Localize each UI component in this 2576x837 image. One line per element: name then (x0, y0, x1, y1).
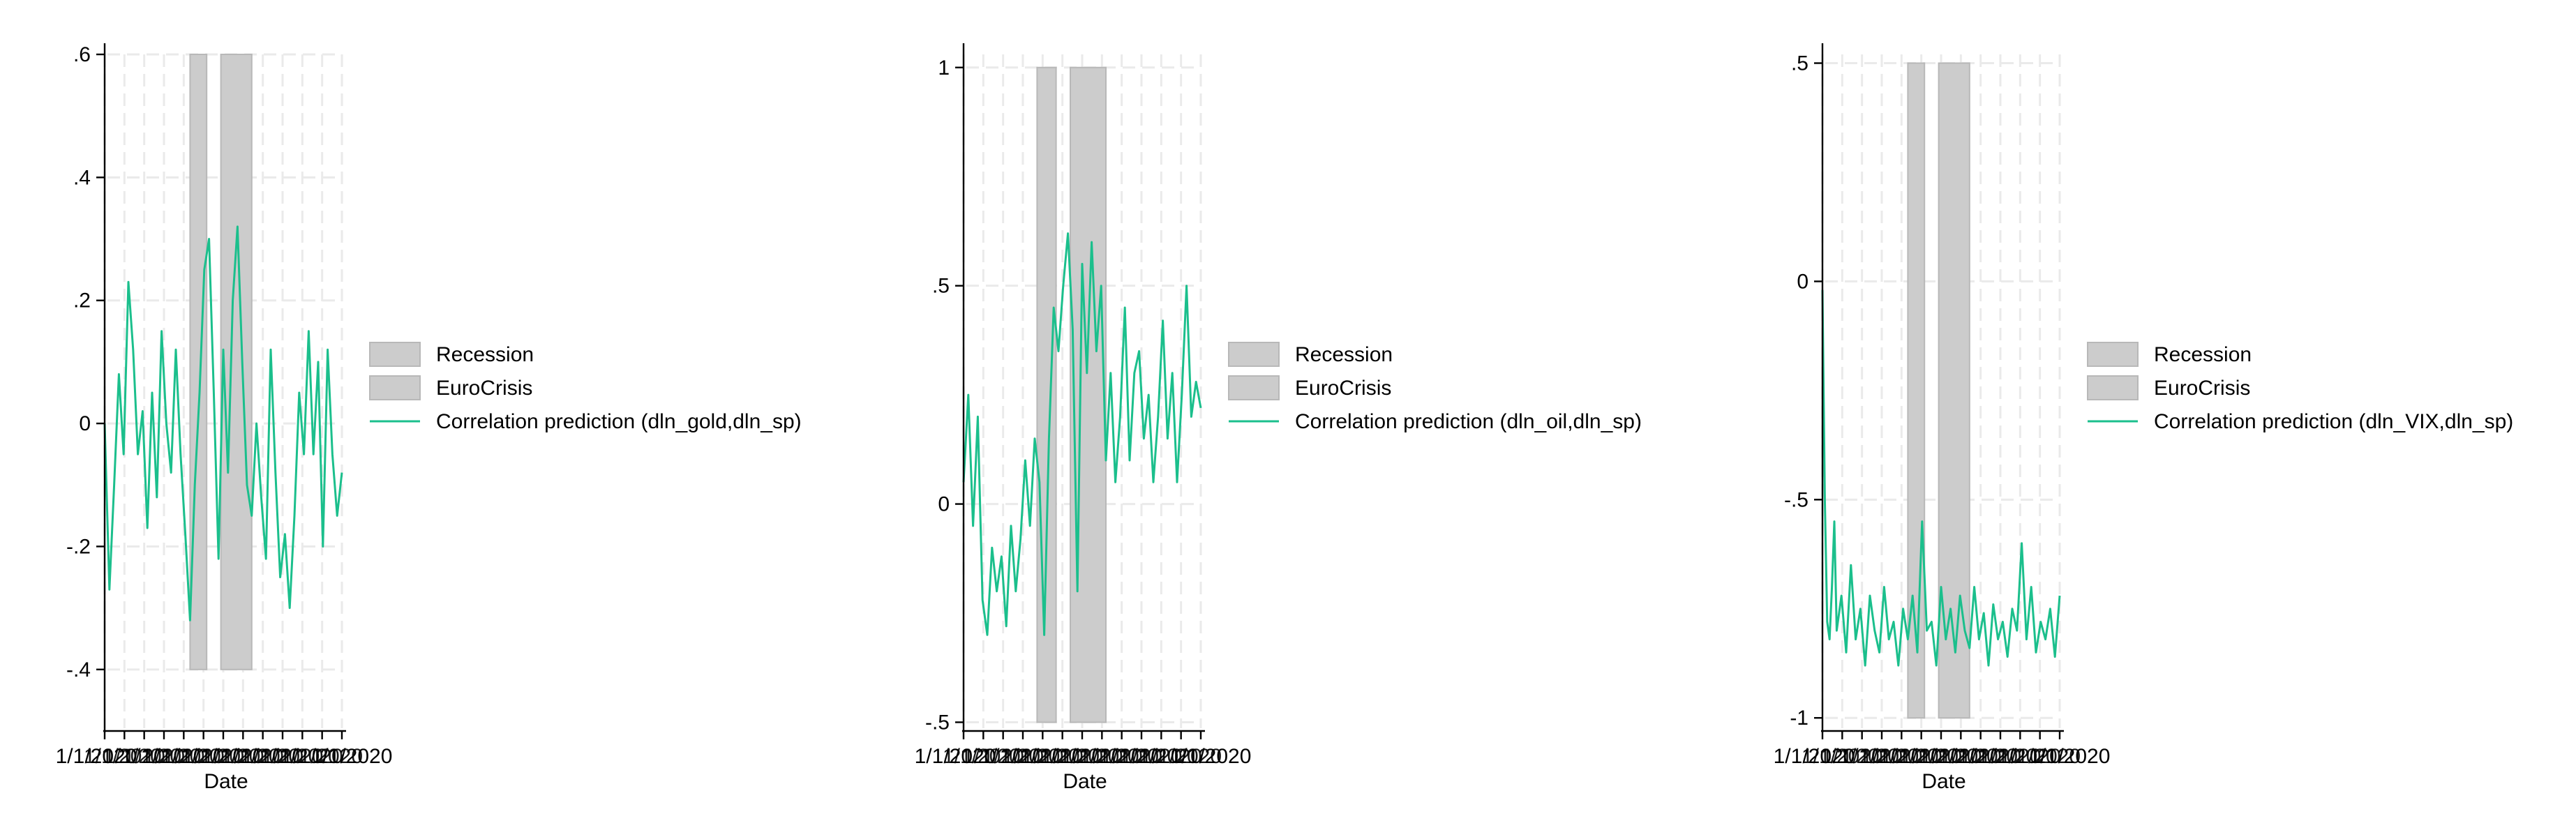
y-tick-label-vix-3: .5 (1791, 52, 1809, 75)
y-tick-label-vix-2: 0 (1797, 270, 1809, 293)
x-tick-label-oil-8: 1/1/2020 (1081, 745, 1162, 768)
legend-swatch-recession-vix (2087, 342, 2139, 367)
x-tick-label-gold-4: 1/1/2020 (143, 745, 225, 768)
chart-panel-vix: -1 -.5 0.5 1/1/2020 1/1/2020 1/1/2020 1/1/2020… (1718, 0, 2576, 837)
x-tick-label-vix-9: 1/1/2020 (1960, 745, 2042, 768)
legend-label-oil-0: Recession (1295, 343, 1393, 366)
y-tick-label-gold-5: .6 (73, 43, 91, 66)
x-axis-title-oil: Date (1063, 770, 1107, 793)
x-tick-label-vix-2: 1/1/2020 (1821, 745, 1903, 768)
chart-vix-svg: -1-.50.51/1/20201/1/20201/1/20201/1/2020… (1774, 43, 2513, 793)
x-tick-label-vix-1: 1/1/2020 (1802, 745, 1883, 768)
legend-oil: Recession EuroCrisis Correlation predictio… (1228, 342, 1642, 433)
x-tick-label-vix-6: 1/1/2020 (1901, 745, 1982, 768)
y-tick-label-oil-0: -.5 (925, 711, 950, 734)
y-tick-label-oil-3: 1 (938, 56, 950, 80)
x-tick-label-oil-3: 1/1/2020 (982, 745, 1064, 768)
legend-swatch-eurocrisis-vix (2087, 375, 2139, 400)
x-tick-label-gold-10: 1/1/2020 (262, 745, 343, 768)
x-tick-label-oil-6: 1/1/2020 (1042, 745, 1123, 768)
chart-panel-oil: -.5 0.5 1 1/1/2020 1/1/2020 1/1/2020 1/1/2020 1… (859, 0, 1717, 837)
legend-gold: Recession EuroCrisis Correlation predictio… (369, 342, 802, 433)
chart-oil-svg: -.50.511/1/20201/1/20201/1/20201/1/20201… (915, 43, 1642, 793)
legend-label-gold-2: Correlation prediction (dln_gold,dln_sp) (436, 410, 802, 433)
x-tick-label-gold-1: 1/1/2020 (84, 745, 165, 768)
chart-panel-gold: -.4 -.2 0.2.4.6 1/1/2020 1/1/2020 1/1/2020 1/1… (0, 0, 858, 837)
x-tick-label-gold-2: 1/1/2020 (103, 745, 185, 768)
x-tick-label-vix-8: 1/1/2020 (1940, 745, 2021, 768)
x-tick-label-oil-4: 1/1/2020 (1002, 745, 1084, 768)
x-tick-label-oil-10: 1/1/2020 (1121, 745, 1202, 768)
x-tick-label-vix-11: 1/1/2020 (1999, 745, 2081, 768)
x-tick-label-first-gold: 1/1/2020 (56, 745, 137, 768)
y-tick-label-gold-2: 0 (79, 412, 91, 435)
recession-band-oil (1036, 66, 1057, 723)
x-tick-label-oil-2: 1/1/2020 (962, 745, 1044, 768)
legend-label-gold-0: Recession (436, 343, 534, 366)
x-tick-label-vix-4: 1/1/2020 (1861, 745, 1942, 768)
y-tick-label-gold-0: -.4 (66, 658, 91, 681)
y-tick-label-oil-1: 0 (938, 493, 950, 516)
y-tick-label-vix-0: -1 (1790, 707, 1809, 730)
correlation-line-vix (1821, 289, 2061, 667)
x-tick-label-gold-8: 1/1/2020 (222, 745, 304, 768)
legend-label-vix-2: Correlation prediction (dln_VIX,dln_sp) (2154, 410, 2513, 433)
legend-swatch-recession-gold (369, 342, 421, 367)
x-tick-label-first-vix: 1/1/2020 (1774, 745, 1855, 768)
x-tick-label-last-oil: 1/1/2020 (1170, 745, 1252, 768)
legend-label-oil-2: Correlation prediction (dln_oil,dln_sp) (1295, 410, 1642, 433)
x-tick-label-gold-5: 1/1/2020 (163, 745, 244, 768)
y-tick-label-gold-1: -.2 (66, 535, 91, 558)
x-tick-label-oil-9: 1/1/2020 (1101, 745, 1183, 768)
x-tick-label-vix-10: 1/1/2020 (1979, 745, 2061, 768)
x-tick-label-oil-11: 1/1/2020 (1140, 745, 1222, 768)
x-tick-label-last-gold: 1/1/2020 (311, 745, 393, 768)
correlation-line-oil (962, 232, 1202, 636)
eurocrisis-band-gold (220, 54, 253, 670)
legend-swatch-eurocrisis-gold (369, 375, 421, 400)
legend-label-vix-0: Recession (2154, 343, 2252, 366)
legend-vix: Recession EuroCrisis Correlation predictio… (2087, 342, 2513, 433)
y-tick-label-oil-2: .5 (932, 275, 950, 298)
x-tick-label-oil-7: 1/1/2020 (1061, 745, 1143, 768)
legend-swatch-eurocrisis-oil (1228, 375, 1280, 400)
x-tick-label-gold-9: 1/1/2020 (242, 745, 324, 768)
x-tick-label-gold-11: 1/1/2020 (281, 745, 363, 768)
x-tick-label-oil-5: 1/1/2020 (1021, 745, 1103, 768)
legend-label-gold-1: EuroCrisis (436, 377, 532, 400)
x-tick-label-gold-7: 1/1/2020 (202, 745, 284, 768)
eurocrisis-band-oil (1070, 66, 1107, 723)
x-tick-label-oil-1: 1/1/2020 (943, 745, 1024, 768)
correlation-line-gold (103, 225, 343, 621)
x-tick-label-vix-7: 1/1/2020 (1920, 745, 2002, 768)
x-tick-label-last-vix: 1/1/2020 (2029, 745, 2111, 768)
x-tick-label-vix-5: 1/1/2020 (1880, 745, 1962, 768)
legend-swatch-recession-oil (1228, 342, 1280, 367)
x-axis-title-gold: Date (204, 770, 248, 793)
x-axis-title-vix: Date (1922, 770, 1965, 793)
chart-gold-svg: -.4-.20.2.4.61/1/20201/1/20201/1/20201/1… (56, 43, 802, 793)
legend-label-vix-1: EuroCrisis (2154, 377, 2250, 400)
x-tick-label-gold-3: 1/1/2020 (123, 745, 205, 768)
x-tick-label-vix-3: 1/1/2020 (1841, 745, 1923, 768)
y-tick-label-gold-3: .2 (73, 289, 91, 312)
y-tick-label-vix-1: -.5 (1784, 488, 1809, 511)
legend-label-oil-1: EuroCrisis (1295, 377, 1391, 400)
x-tick-label-gold-6: 1/1/2020 (183, 745, 264, 768)
y-tick-label-gold-4: .4 (73, 166, 91, 189)
x-tick-label-first-oil: 1/1/2020 (915, 745, 996, 768)
